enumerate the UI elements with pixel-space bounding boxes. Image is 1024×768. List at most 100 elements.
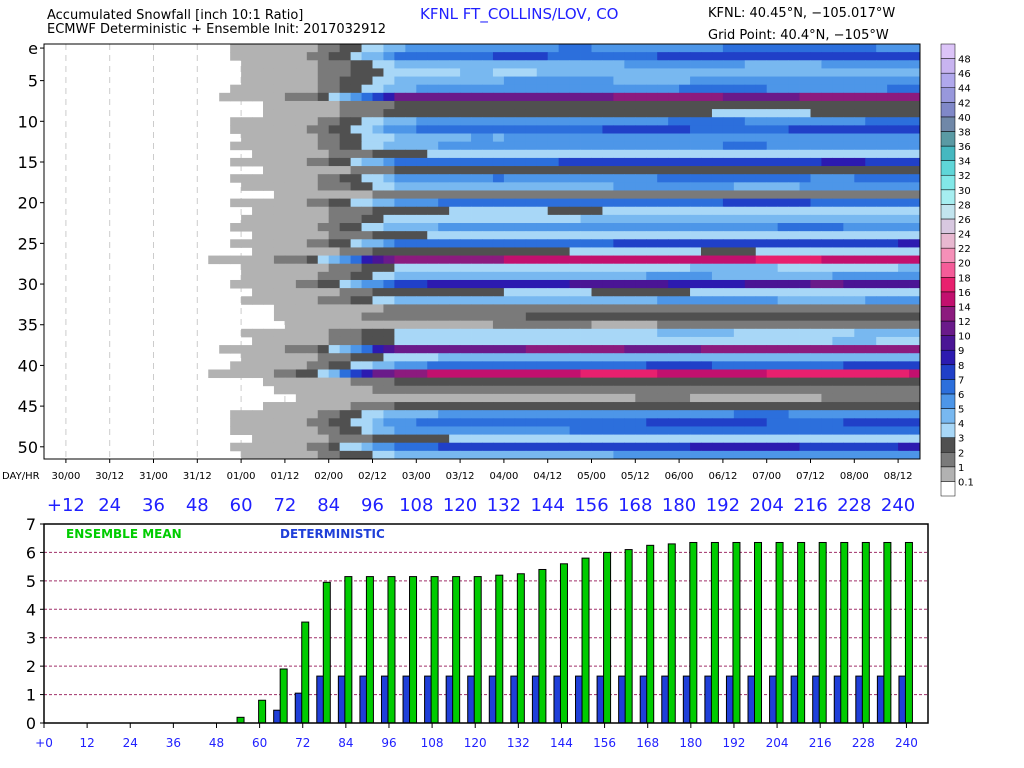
heatmap-cell — [679, 141, 691, 151]
colorbar-swatch — [940, 335, 956, 351]
heatmap-cell — [854, 60, 866, 69]
heatmap-cell — [241, 418, 253, 427]
heatmap-cell — [263, 328, 275, 338]
heatmap-cell — [777, 450, 789, 460]
heatmap-cell — [252, 182, 264, 191]
heatmap-y-tick-label: e — [28, 39, 38, 58]
heatmap-cell — [865, 328, 877, 338]
heatmap-cell — [558, 157, 570, 167]
heatmap-cell — [525, 149, 538, 159]
heatmap-cell — [492, 353, 505, 362]
heatmap-cell — [876, 133, 888, 143]
heatmap-cell — [525, 320, 538, 330]
heatmap-cell — [832, 312, 844, 322]
heatmap-cell — [876, 377, 888, 387]
heatmap-cell — [361, 92, 373, 102]
heatmap-cell — [372, 328, 384, 338]
heatmap-cell — [679, 369, 691, 379]
heatmap-cell — [690, 157, 702, 167]
heatmap-cell — [416, 109, 428, 118]
deterministic-bar — [661, 675, 670, 724]
heatmap-cell — [613, 76, 625, 86]
heatmap-cell — [405, 174, 417, 183]
heatmap-cell — [350, 410, 362, 419]
heatmap-cell — [854, 109, 866, 118]
heatmap-cell — [865, 60, 877, 69]
heatmap-cell — [536, 402, 549, 411]
heatmap-cell — [668, 52, 680, 61]
heatmap-cell — [810, 206, 822, 216]
heatmap-cell — [503, 279, 516, 289]
heatmap-cell — [503, 328, 516, 338]
heatmap-cell — [317, 361, 330, 370]
heatmap-cell — [416, 174, 428, 183]
heatmap-cell — [766, 92, 779, 102]
heatmap-cell — [744, 328, 757, 338]
heatmap-cell — [558, 44, 570, 53]
heatmap-cell — [602, 100, 614, 110]
heatmap-cell — [865, 271, 877, 281]
heatmap-cell — [777, 393, 789, 403]
heatmap-cell — [624, 149, 636, 159]
heatmap-cell — [394, 206, 406, 216]
heatmap-x-tick-label: 06/12 — [708, 471, 737, 482]
heatmap-cell — [383, 198, 395, 208]
heatmap-cell — [284, 328, 297, 338]
bar-x-tick-label: 120 — [464, 736, 487, 750]
heatmap-cell — [471, 450, 483, 460]
heatmap-cell — [635, 418, 647, 427]
heatmap-cell — [449, 410, 461, 419]
heatmap-cell — [361, 247, 373, 256]
heatmap-cell — [777, 402, 789, 411]
forecast-hour-label: 240 — [881, 495, 915, 516]
heatmap-cell — [569, 84, 581, 94]
heatmap-cell — [755, 442, 768, 452]
heatmap-cell — [711, 426, 724, 435]
heatmap-cell — [273, 402, 286, 411]
heatmap-cell — [525, 279, 538, 289]
heatmap-cell — [427, 141, 439, 151]
heatmap-cell — [383, 52, 395, 61]
heatmap-cell — [733, 52, 746, 61]
heatmap-cell — [876, 271, 888, 281]
heatmap-cell — [788, 320, 800, 330]
heatmap-cell — [547, 247, 560, 256]
heatmap-cell — [832, 247, 844, 256]
heatmap-cell — [460, 206, 472, 216]
heatmap-cell — [273, 141, 286, 151]
heatmap-cell — [854, 84, 866, 94]
heatmap-cell — [503, 231, 516, 240]
heatmap-y-tick-label: 45 — [18, 397, 38, 416]
heatmap-cell — [668, 174, 680, 183]
heatmap-cell — [514, 402, 527, 411]
heatmap-cell — [821, 109, 833, 118]
heatmap-cell — [306, 166, 319, 175]
heatmap-cell — [887, 353, 899, 362]
heatmap-cell — [843, 44, 855, 53]
heatmap-cell — [722, 434, 735, 444]
heatmap-cell — [591, 361, 603, 370]
heatmap-cell — [427, 304, 439, 313]
heatmap-cell — [394, 223, 406, 232]
heatmap-cell — [843, 410, 855, 419]
heatmap-cell — [602, 393, 614, 403]
heatmap-cell — [558, 239, 570, 248]
heatmap-cell — [854, 402, 866, 411]
heatmap-cell — [350, 174, 362, 183]
heatmap-cell — [416, 52, 428, 61]
heatmap-cell — [514, 141, 527, 151]
heatmap-cell — [295, 271, 308, 281]
heatmap-cell — [460, 255, 472, 265]
heatmap-cell — [744, 133, 757, 143]
heatmap-cell — [394, 109, 406, 118]
heatmap-y-tick-label: 10 — [18, 112, 38, 131]
heatmap-cell — [482, 402, 494, 411]
heatmap-cell — [909, 410, 921, 419]
heatmap-cell — [744, 336, 757, 346]
heatmap-cell — [438, 288, 450, 297]
heatmap-cell — [722, 166, 735, 175]
heatmap-cell — [777, 418, 789, 427]
heatmap-cell — [241, 296, 253, 305]
heatmap-cell — [843, 190, 855, 200]
heatmap-cell — [668, 149, 680, 159]
